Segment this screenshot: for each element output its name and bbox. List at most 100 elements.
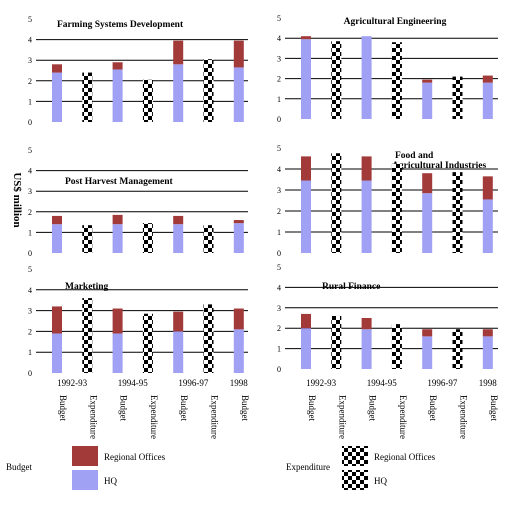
bar-hq-budget-1994-95 xyxy=(112,224,123,253)
bar-hq-budget-1998 xyxy=(482,199,493,253)
x-category-label: Budget xyxy=(58,395,68,421)
x-category-label: Budget xyxy=(307,395,317,421)
y-tick-label: 5 xyxy=(28,265,32,274)
y-tick-label: 0 xyxy=(28,369,32,378)
bar-hq-budget-1992-93 xyxy=(52,72,62,122)
y-tick-label: 3 xyxy=(277,304,281,313)
bar-hq-budget-1996-97 xyxy=(173,224,184,253)
bar-expenditure-expenditure-1996-97 xyxy=(452,76,463,119)
y-tick-label: 4 xyxy=(28,36,32,45)
y-tick-label: 3 xyxy=(28,56,32,65)
legend-expenditure-regional-label: Regional Offices xyxy=(374,452,436,462)
y-tick-label: 1 xyxy=(277,228,281,237)
y-tick-label: 2 xyxy=(277,324,281,333)
y-tick-label: 1 xyxy=(28,348,32,357)
panel-farming-systems-development: 0 1 2 3 4 5 Farming Systems Development xyxy=(28,15,248,127)
bar-regional-budget-1996-97 xyxy=(173,311,184,332)
bar-regional-budget-1992-93 xyxy=(52,64,62,73)
panel-post-harvest-management: 0 1 2 3 4 5 Post Harvest Management xyxy=(28,146,248,258)
y-tick-label: 1 xyxy=(28,97,32,106)
y-tick-label: 3 xyxy=(277,186,281,195)
period-label: 1992-93 xyxy=(306,378,336,388)
y-tick-label: 4 xyxy=(277,34,281,43)
panel-marketing: 0 1 2 3 4 5 Marketing xyxy=(28,265,248,378)
bar-expenditure-expenditure-1996-97 xyxy=(452,329,463,369)
panel-agricultural-engineering: 0 1 2 3 4 5 Agricultural Engineering xyxy=(277,14,498,124)
x-category-label: Expenditure xyxy=(459,395,469,439)
bar-hq-budget-1992-93 xyxy=(301,328,311,369)
bar-expenditure-expenditure-1994-95 xyxy=(391,42,402,119)
y-tick-label: 0 xyxy=(277,249,281,258)
legend-budget-hq-swatch xyxy=(72,470,98,490)
bar-hq-budget-1998 xyxy=(233,329,244,373)
bar-hq-budget-1994-95 xyxy=(361,180,372,253)
bar-hq-budget-1998 xyxy=(233,223,244,253)
bar-regional-budget-1992-93 xyxy=(301,36,311,40)
x-category-label: Budget xyxy=(179,395,189,421)
bar-regional-budget-1994-95 xyxy=(361,318,372,330)
bar-hq-budget-1996-97 xyxy=(173,64,184,122)
y-tick-label: 0 xyxy=(28,118,32,127)
bar-regional-budget-1996-97 xyxy=(173,215,184,225)
bar-regional-budget-1994-95 xyxy=(112,308,123,334)
panel-title: Farming Systems Development xyxy=(57,20,184,30)
legend-expenditure-regional-swatch xyxy=(342,446,368,466)
bar-expenditure-expenditure-1996-97 xyxy=(203,304,214,373)
y-tick-label: 2 xyxy=(277,207,281,216)
period-label: 1996-97 xyxy=(178,378,208,388)
period-label: 1998 xyxy=(479,378,498,388)
y-tick-label: 4 xyxy=(28,167,32,176)
bar-regional-budget-1994-95 xyxy=(112,214,123,225)
bar-expenditure-expenditure-1994-95 xyxy=(142,313,153,373)
y-tick-label: 4 xyxy=(277,165,281,174)
legend-budget-hq-label: HQ xyxy=(104,476,117,486)
bar-regional-budget-1996-97 xyxy=(173,40,184,65)
y-tick-label: 4 xyxy=(277,283,281,292)
y-tick-label: 2 xyxy=(277,75,281,84)
bar-expenditure-expenditure-1996-97 xyxy=(203,59,214,122)
panel-title: Rural Finance xyxy=(322,282,380,292)
x-category-label: Expenditure xyxy=(149,395,159,439)
bar-expenditure-expenditure-1994-95 xyxy=(142,79,153,122)
bar-regional-budget-1994-95 xyxy=(361,156,372,181)
y-tick-label: 3 xyxy=(28,187,32,196)
bar-regional-budget-1998 xyxy=(482,329,493,337)
y-tick-label: 2 xyxy=(28,77,32,86)
y-tick-label: 5 xyxy=(28,146,32,155)
bar-regional-budget-1992-93 xyxy=(52,215,62,225)
bar-hq-budget-1996-97 xyxy=(173,331,184,373)
period-label: 1998 xyxy=(230,378,249,388)
bar-expenditure-expenditure-1996-97 xyxy=(452,172,463,253)
bar-regional-budget-1994-95 xyxy=(112,62,123,70)
x-category-label: Expenditure xyxy=(88,395,98,439)
bar-hq-budget-1998 xyxy=(233,67,244,122)
period-label: 1992-93 xyxy=(57,378,87,388)
bar-hq-budget-1996-97 xyxy=(422,336,433,369)
bar-regional-budget-1998 xyxy=(233,220,244,224)
legend: Budget Regional Offices HQ Expenditure R… xyxy=(6,446,436,490)
bar-regional-budget-1998 xyxy=(233,308,244,330)
panel-title-line2: Agricultural Industries xyxy=(392,161,487,171)
bar-regional-budget-1996-97 xyxy=(422,173,433,194)
x-category-label: Expenditure xyxy=(210,395,220,439)
y-tick-label: 0 xyxy=(277,115,281,124)
y-tick-label: 0 xyxy=(277,365,281,374)
y-tick-label: 5 xyxy=(277,144,281,153)
y-axis-label: US$ million xyxy=(11,172,23,227)
bar-hq-budget-1994-95 xyxy=(361,36,372,119)
panel-title: Marketing xyxy=(65,282,109,292)
x-category-label: Budget xyxy=(119,395,129,421)
period-label: 1994-95 xyxy=(367,378,397,388)
y-tick-label: 1 xyxy=(277,95,281,104)
x-category-label: Expenditure xyxy=(398,395,408,439)
y-tick-label: 5 xyxy=(28,15,32,24)
bar-expenditure-expenditure-1994-95 xyxy=(142,223,153,253)
period-label: 1996-97 xyxy=(427,378,457,388)
bar-expenditure-expenditure-1992-93 xyxy=(82,225,93,253)
x-category-label: Expenditure xyxy=(337,395,347,439)
bar-hq-budget-1992-93 xyxy=(301,180,311,253)
legend-expenditure-hq-label: HQ xyxy=(374,476,387,486)
legend-budget-regional-swatch xyxy=(72,446,98,466)
